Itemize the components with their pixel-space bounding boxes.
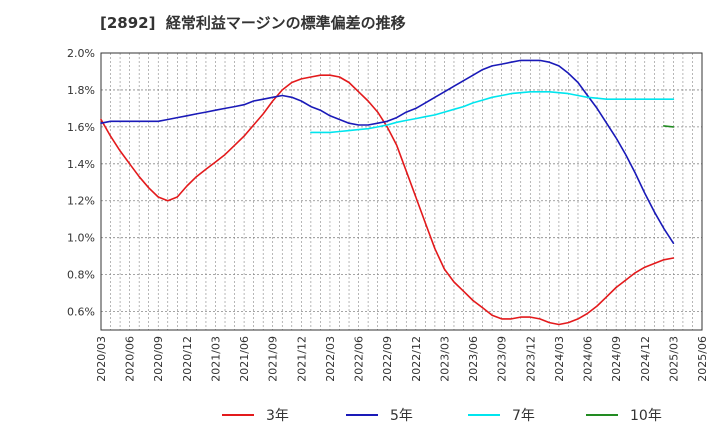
x-tick-label: 2020/03 (95, 336, 108, 382)
y-tick-label: 0.8% (67, 269, 95, 282)
x-tick-label: 2020/09 (152, 336, 165, 382)
x-tick-label: 2025/03 (667, 336, 680, 382)
x-tick-label: 2025/06 (696, 336, 709, 382)
x-tick-label: 2021/09 (267, 336, 280, 382)
x-tick-label: 2023/09 (496, 336, 509, 382)
legend-label: 3年 (266, 408, 289, 424)
x-axis: 2020/03 2020/06 2020/09 2020/12 2021/03 2021/… (95, 336, 709, 382)
x-tick-label: 2023/12 (524, 336, 537, 382)
x-tick-label: 2021/12 (295, 336, 308, 382)
x-tick-label: 2020/06 (124, 336, 137, 382)
x-tick-label: 2022/06 (353, 336, 366, 382)
x-tick-label: 2024/09 (610, 336, 623, 382)
x-tick-label: 2020/12 (181, 336, 194, 382)
y-tick-label: 1.8% (67, 84, 95, 97)
x-tick-label: 2022/12 (410, 336, 423, 382)
x-tick-label: 2022/03 (324, 336, 337, 382)
series-line-7年 (310, 91, 675, 134)
x-tick-label: 2023/03 (438, 336, 451, 382)
x-tick-label: 2021/03 (209, 336, 222, 382)
x-tick-label: 2023/06 (467, 336, 480, 382)
y-tick-label: 2.0% (67, 47, 95, 60)
x-tick-label: 2024/03 (553, 336, 566, 382)
y-tick-label: 1.2% (67, 195, 95, 208)
legend-label: 7年 (512, 408, 535, 424)
series-line-3年 (100, 74, 675, 326)
y-tick-label: 1.0% (67, 232, 95, 245)
chart-title: [2892] 経常利益マージンの標準偏差の推移 (100, 14, 406, 32)
legend-label: 5年 (390, 408, 413, 424)
y-tick-label: 0.6% (67, 306, 95, 319)
y-tick-label: 1.6% (67, 121, 95, 134)
grid-lines (100, 52, 703, 330)
y-axis: 0.6% 0.8% 1.0% 1.2% 1.4% 1.6% 1.8% 2.0% (67, 47, 95, 319)
x-tick-label: 2021/06 (238, 336, 251, 382)
series-lines (100, 59, 675, 326)
plot-area-frame (100, 52, 703, 331)
x-tick-label: 2024/12 (639, 336, 652, 382)
series-line-5年 (100, 59, 675, 244)
x-tick-label: 2024/06 (582, 336, 595, 382)
x-tick-label: 2022/09 (381, 336, 394, 382)
legend: 3年 5年 7年 10年 (222, 408, 662, 424)
legend-label: 10年 (630, 408, 662, 424)
series-line-10年 (662, 125, 675, 128)
y-tick-label: 1.4% (67, 158, 95, 171)
